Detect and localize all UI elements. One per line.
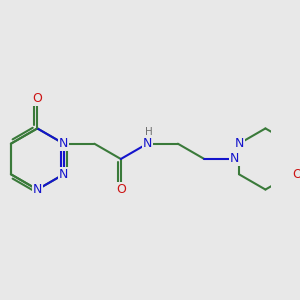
Text: N: N xyxy=(33,183,42,196)
Text: N: N xyxy=(142,137,152,150)
Text: N: N xyxy=(59,137,68,150)
Text: H: H xyxy=(145,127,153,137)
Text: N: N xyxy=(234,137,244,150)
Text: N: N xyxy=(230,152,240,166)
Text: O: O xyxy=(292,168,300,181)
Text: O: O xyxy=(116,183,126,196)
Text: N: N xyxy=(59,168,68,181)
Text: O: O xyxy=(32,92,42,105)
